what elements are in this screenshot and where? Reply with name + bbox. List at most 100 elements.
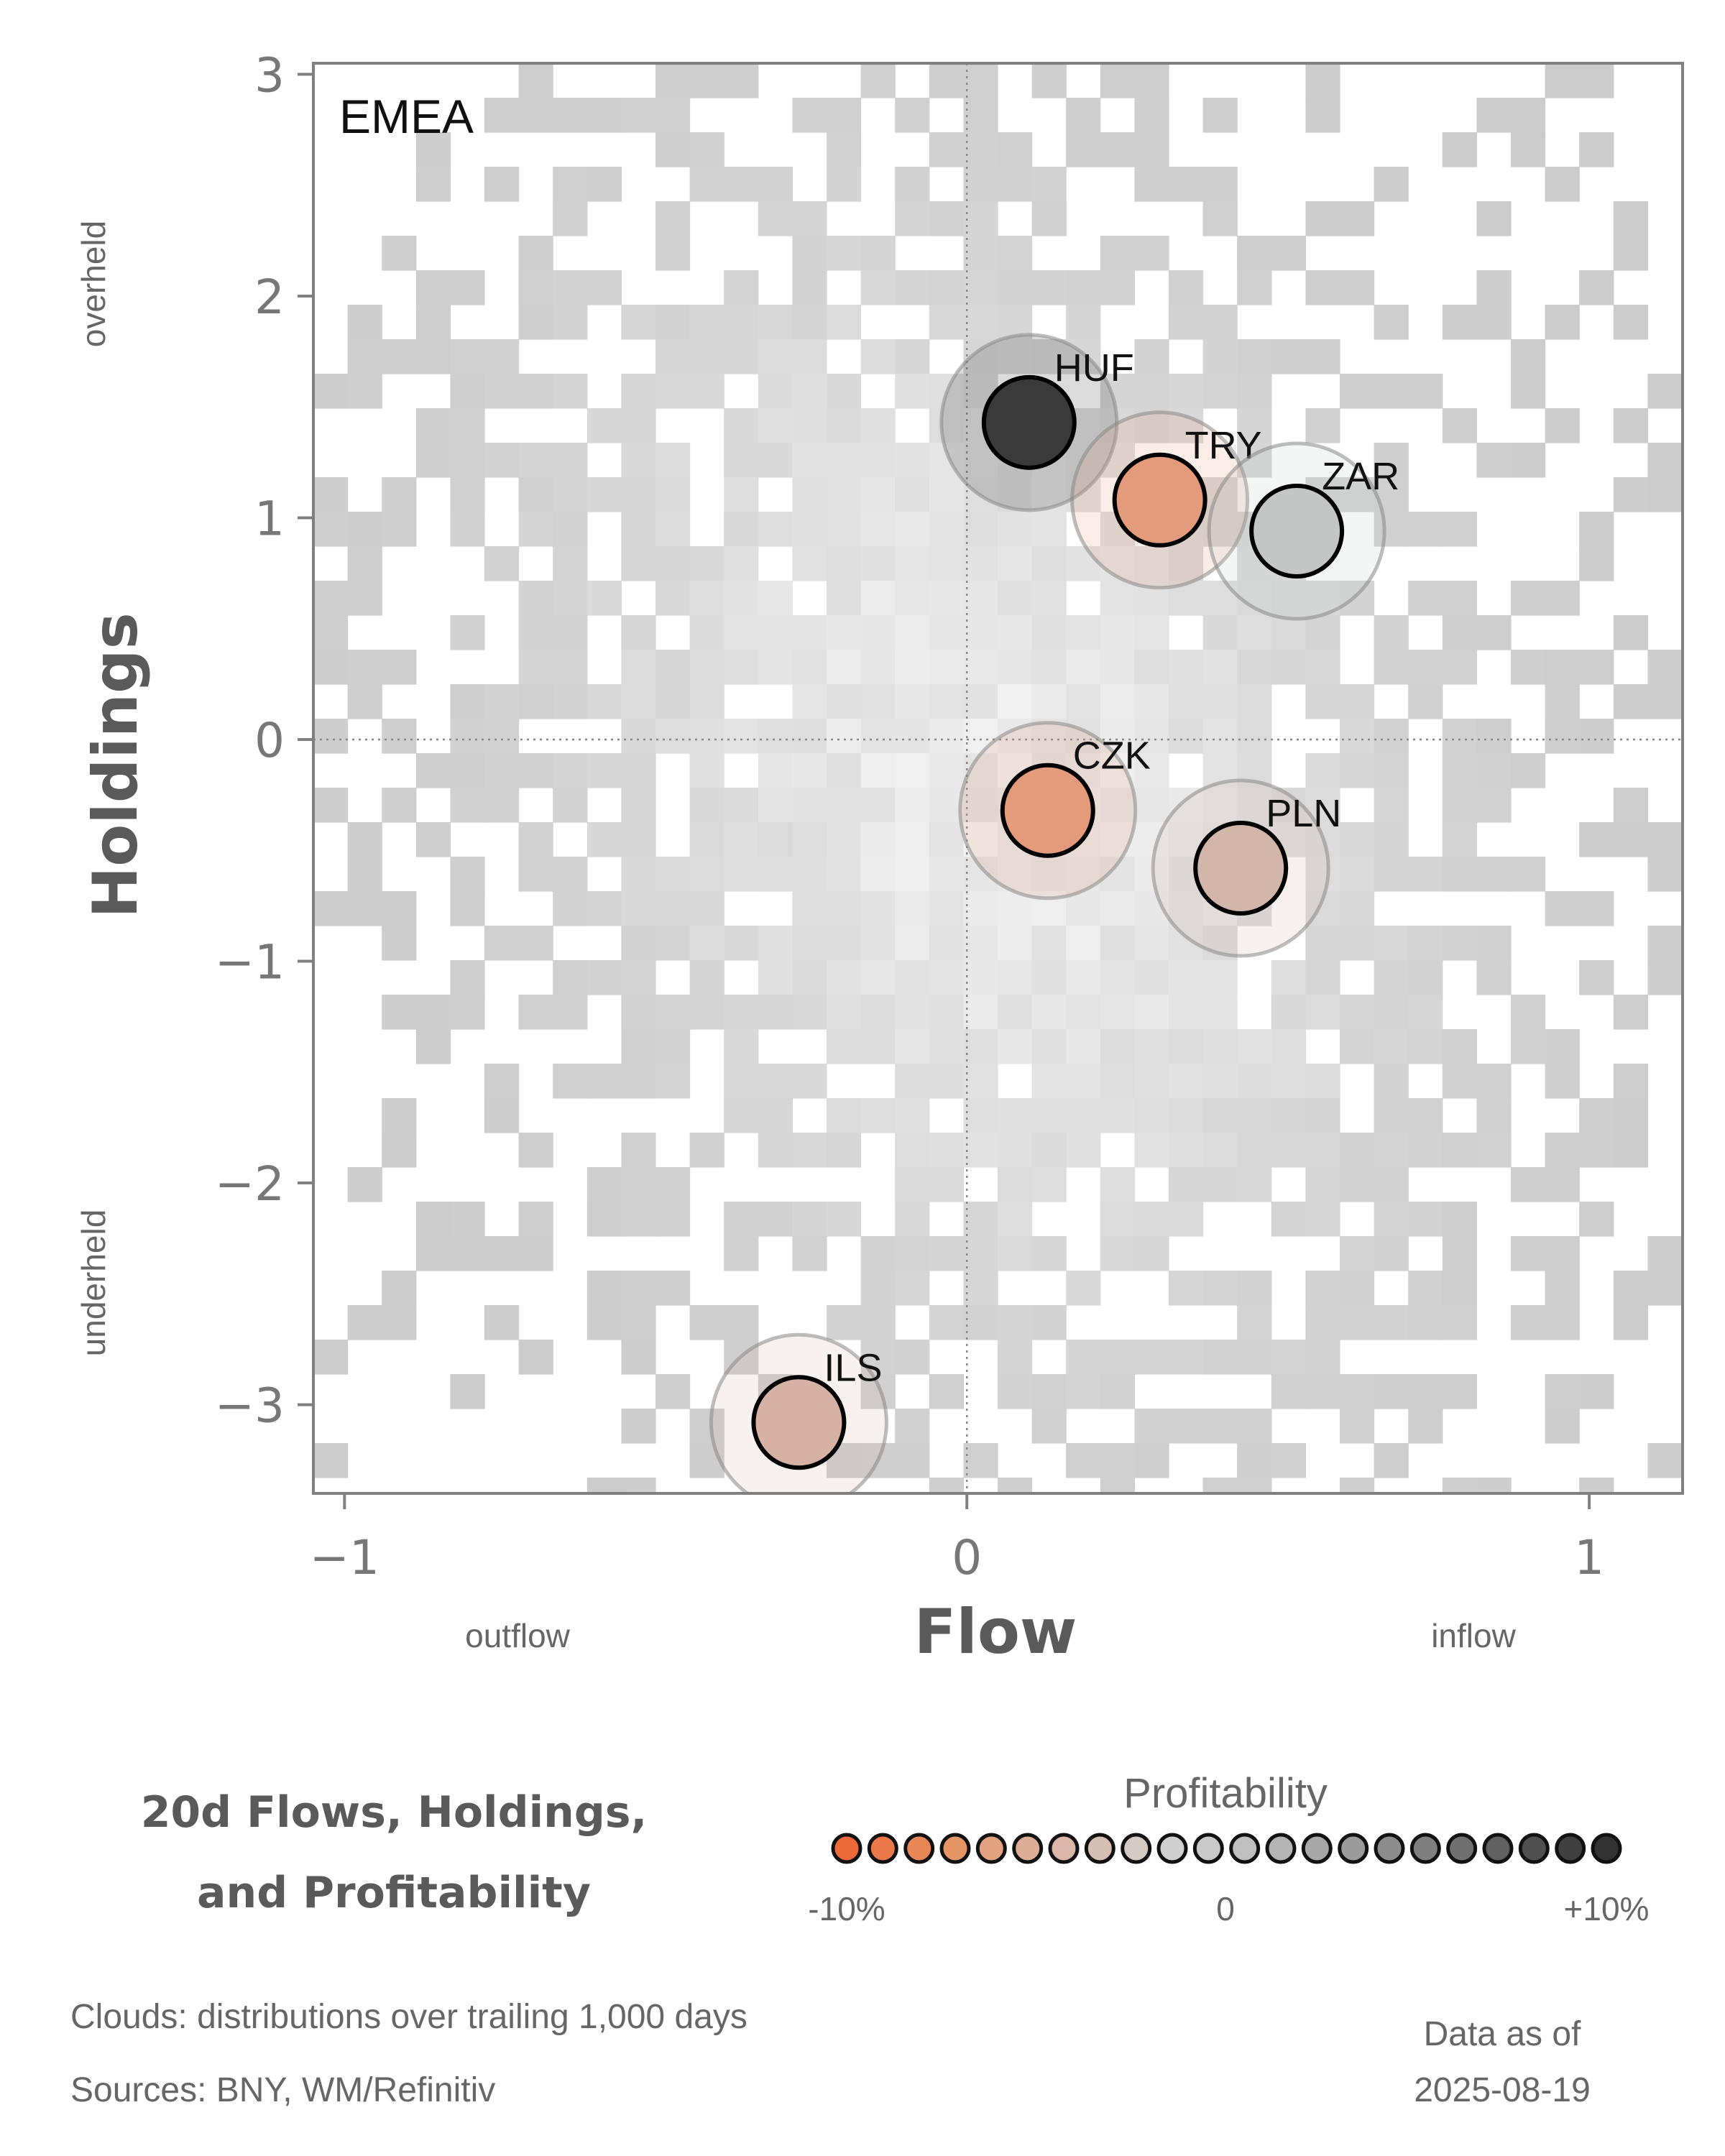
cloud-cell <box>827 477 862 512</box>
cloud-cell <box>929 546 964 581</box>
cloud-cell <box>1340 753 1375 788</box>
cloud-cell <box>895 995 930 1030</box>
cloud-cell <box>895 201 930 236</box>
cloud-cell <box>553 857 588 892</box>
cloud-cell <box>1408 1271 1443 1306</box>
cloud-cell <box>1476 305 1512 340</box>
cloud-cell <box>415 167 451 202</box>
cloud-cell <box>1613 1305 1648 1340</box>
cloud-cell <box>860 270 896 305</box>
cloud-cell <box>553 650 588 685</box>
cloud-cell <box>895 339 930 374</box>
cloud-cell <box>1066 650 1101 685</box>
cloud-cell <box>1066 546 1101 581</box>
cloud-cell <box>1340 1133 1375 1168</box>
cloud-cell <box>998 1029 1033 1064</box>
cloud-cell <box>1271 1029 1306 1064</box>
cloud-cell <box>1442 719 1477 754</box>
cloud-cell <box>518 753 553 788</box>
cloud-cell <box>1374 1167 1409 1202</box>
cloud-cell <box>313 477 349 512</box>
cloud-cell <box>1442 305 1477 340</box>
cloud-cell <box>724 1236 759 1271</box>
cloud-cell <box>1134 374 1169 409</box>
cloud-cell <box>827 1029 862 1064</box>
cloud-cell <box>1100 719 1135 754</box>
cloud-cell <box>1545 650 1580 685</box>
legend-swatch <box>1555 1833 1586 1864</box>
cloud-cell <box>1134 1098 1169 1133</box>
cloud-cell <box>1271 581 1306 616</box>
cloud-cell <box>1613 236 1648 271</box>
cloud-cell <box>553 167 588 202</box>
cloud-cell <box>1682 1029 1683 1064</box>
cloud-cell <box>895 1202 930 1237</box>
cloud-cell <box>1237 1409 1272 1444</box>
legend-swatch <box>1374 1833 1405 1864</box>
cloud-cell <box>1340 581 1375 616</box>
cloud-cell <box>827 684 862 719</box>
cloud-cell <box>1545 1305 1580 1340</box>
cloud-cell <box>1134 546 1169 581</box>
cloud-cell <box>895 891 930 926</box>
cloud-cell <box>313 581 349 616</box>
cloud-cell <box>998 995 1033 1030</box>
cloud-cell <box>347 374 382 409</box>
cloud-cell <box>895 1271 930 1306</box>
cloud-cell <box>895 1443 930 1478</box>
cloud-cell <box>382 926 417 961</box>
cloud-cell <box>347 1305 382 1340</box>
cloud-cell <box>689 822 724 857</box>
cloud-cell <box>518 822 553 857</box>
cloud-cell <box>553 788 588 823</box>
cloud-cell <box>1134 1029 1169 1064</box>
cloud-cell <box>1408 374 1443 409</box>
cloud-cell <box>621 477 656 512</box>
cloud-cell <box>450 684 485 719</box>
cloud-cell <box>998 512 1033 547</box>
cloud-cell <box>1340 1374 1375 1409</box>
cloud-cell <box>1476 1478 1512 1493</box>
cloud-cell <box>758 719 793 754</box>
cloud-cell <box>621 615 656 650</box>
cloud-cell <box>656 650 691 685</box>
cloud-cell <box>1100 1236 1135 1271</box>
cloud-cell <box>1647 960 1683 995</box>
cloud-cell <box>998 926 1033 961</box>
cloud-cell <box>792 719 827 754</box>
cloud-cell <box>656 1029 691 1064</box>
cloud-cell <box>313 788 349 823</box>
cloud-cell <box>860 960 896 995</box>
cloud-cell <box>792 857 827 892</box>
cloud-cell <box>1374 1098 1409 1133</box>
cloud-cell <box>1202 1340 1238 1375</box>
cloud-cell <box>1305 408 1340 443</box>
cloud-cell <box>1305 1202 1340 1237</box>
cloud-cell <box>963 1064 998 1099</box>
cloud-cell <box>621 1133 656 1168</box>
cloud-cell <box>1100 1029 1135 1064</box>
cloud-cell <box>860 63 896 98</box>
cloud-cell <box>1545 167 1580 202</box>
cloud-cell <box>656 443 691 478</box>
cloud-cell <box>1100 132 1135 167</box>
cloud-cell <box>827 236 862 271</box>
cloud-cell <box>1066 98 1101 133</box>
cloud-cell <box>1202 995 1238 1030</box>
cloud-cell <box>929 63 964 98</box>
cloud-cell <box>1408 1098 1443 1133</box>
cloud-cell <box>758 822 793 857</box>
point-marker <box>1112 452 1208 548</box>
cloud-cell <box>1031 615 1067 650</box>
cloud-cell <box>1100 1202 1135 1237</box>
cloud-cell <box>1374 753 1409 788</box>
cloud-cell <box>382 1305 417 1340</box>
cloud-cell <box>415 995 451 1030</box>
cloud-cell <box>1442 1064 1477 1099</box>
cloud-cell <box>1066 132 1101 167</box>
cloud-cell <box>1340 374 1375 409</box>
cloud-cell <box>724 581 759 616</box>
cloud-cell <box>621 1340 656 1375</box>
cloud-cell <box>1202 305 1238 340</box>
cloud-cell <box>656 1167 691 1202</box>
